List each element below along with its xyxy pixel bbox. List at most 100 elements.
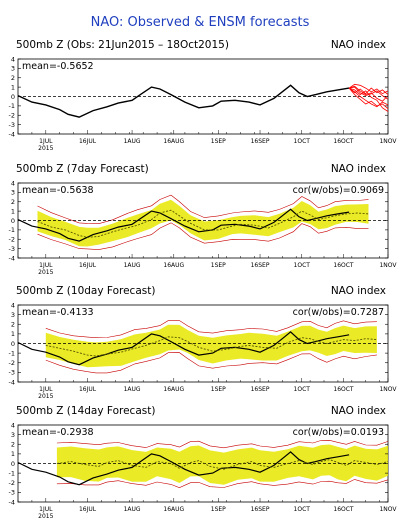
panel-1-member-5	[348, 87, 389, 95]
panel-4-ytick-label: -3	[9, 489, 15, 497]
panel-1-member-7	[349, 86, 389, 100]
panel-2-right-label: NAO index	[331, 163, 386, 175]
panel-2-ytick-label: 4	[11, 179, 15, 187]
panel-4-xtick-label: 1JUL	[39, 506, 53, 513]
panel-2-ytick-label: -2	[9, 236, 15, 244]
panel-1-member-3	[348, 83, 389, 95]
panel-1-mean-text: mean=-0.5652	[22, 61, 94, 72]
panel-1-xtick-label: 1SEP	[211, 138, 226, 145]
panel-3-xtick-label: 16SEP	[251, 386, 270, 393]
panel-1-ytick-label: 4	[11, 55, 15, 63]
panel-2-xtick-label: 1NOV	[379, 262, 397, 269]
panel-4-ytick-label: -2	[9, 479, 15, 487]
panel-4-ytick-label: 2	[11, 441, 15, 449]
panel-3-year-label: 2015	[38, 393, 53, 400]
panel-1-ytick-label: 1	[11, 83, 15, 91]
panel-4-observed-line	[17, 451, 350, 486]
panel-4-ytick-label: 0	[11, 460, 15, 468]
panel-3-member-envelope-upper	[45, 320, 377, 339]
panel-2-ytick-label: -1	[9, 226, 15, 234]
panel-4-xtick-label: 1NOV	[379, 506, 397, 513]
panel-3-xtick-label: 1NOV	[379, 386, 397, 393]
panel-4-member-envelope-lower	[56, 479, 389, 489]
panel-2-xtick-label: 16AUG	[163, 262, 184, 269]
panel-4-xtick-label: 1OCT	[294, 506, 311, 513]
panel-3-cor-text: cor(w/obs)=0.7287	[293, 307, 384, 318]
panel-3-xtick-label: 1AUG	[124, 386, 141, 393]
panel-4-ytick-label: -1	[9, 469, 15, 477]
panel-2-ytick-label: 2	[11, 198, 15, 206]
panel-2-xtick-label: 1JUL	[39, 262, 53, 269]
panel-3-ytick-label: -2	[9, 359, 15, 367]
panel-4-xtick-label: 16AUG	[163, 506, 184, 513]
panel-2-xtick-label: 1OCT	[294, 262, 311, 269]
panel-3-forecast-mean-line	[45, 336, 377, 357]
panel-2-observed-line	[17, 208, 350, 242]
panels-group: 500mb Z (Obs: 21Jun2015 – 18Oct2015) NAO …	[9, 39, 398, 520]
panel-1-ytick-label: -4	[9, 130, 15, 138]
panel-1-ytick-label: 2	[11, 74, 15, 82]
panel-2-ytick-label: -4	[9, 254, 15, 262]
panel-1-ytick-label: 3	[11, 65, 15, 73]
panel-3-ytick-label: -3	[9, 369, 15, 377]
panel-2-mean-text: mean=-0.5638	[22, 185, 94, 196]
panel-1-xtick-label: 1NOV	[379, 138, 397, 145]
panel-4-xtick-label: 16OCT	[333, 506, 354, 513]
panel-3-ytick-label: 4	[11, 301, 15, 309]
panel-2-xtick-label: 1AUG	[124, 262, 141, 269]
panel-4-member-envelope-upper	[56, 439, 389, 449]
panel-3-mean-text: mean=-0.4133	[22, 307, 94, 318]
panel-1-xtick-label: 16AUG	[163, 138, 184, 145]
panel-4-year-label: 2015	[38, 513, 53, 520]
panel-3-ytick-label: 0	[11, 340, 15, 348]
panel-2-ytick-label: -3	[9, 245, 15, 253]
panel-4-right-label: NAO index	[331, 405, 386, 417]
panel-1: 500mb Z (Obs: 21Jun2015 – 18Oct2015) NAO …	[9, 39, 398, 152]
panel-2-title: 500mb Z (7day Forecast)	[16, 163, 149, 175]
panel-1-ytick-label: -1	[9, 102, 15, 110]
panel-3-member-envelope-lower	[45, 352, 377, 374]
panel-2-cor-text: cor(w/obs)=0.9069	[293, 185, 384, 196]
panel-2-xtick-label: 1SEP	[211, 262, 226, 269]
panel-2-member-envelope-lower	[37, 222, 369, 250]
panel-4-spread-band	[56, 444, 389, 485]
panel-3-ytick-label: 3	[11, 311, 15, 319]
panel-3-ytick-label: -1	[9, 349, 15, 357]
panel-3-xtick-label: 1JUL	[39, 386, 53, 393]
panel-1-title: 500mb Z (Obs: 21Jun2015 – 18Oct2015)	[16, 39, 229, 51]
panel-1-member-6	[348, 87, 389, 110]
panel-1-ytick-label: 0	[11, 93, 15, 101]
panel-3-observed-line	[17, 331, 350, 366]
panel-3-title: 500mb Z (10day Forecast)	[16, 285, 155, 297]
panel-3: 500mb Z (10day Forecast) NAO index mean=-0…	[9, 285, 398, 400]
panel-4-ytick-label: 4	[11, 421, 15, 429]
panel-4-xtick-label: 1AUG	[124, 506, 141, 513]
panel-2-forecast-mean-line	[37, 209, 369, 238]
panel-4-cor-text: cor(w/obs)=0.0193	[293, 427, 384, 438]
panel-1-xtick-label: 1AUG	[124, 138, 141, 145]
panel-1-ytick-label: -3	[9, 121, 15, 129]
panel-2-year-label: 2015	[38, 269, 53, 276]
panel-2-ytick-label: 1	[11, 207, 15, 215]
panel-4-ytick-label: 1	[11, 450, 15, 458]
panel-2-ytick-label: 0	[11, 217, 15, 225]
panel-2-member-envelope-upper	[37, 194, 369, 225]
panel-1-xtick-label: 1JUL	[39, 138, 53, 145]
panel-3-xtick-label: 16JUL	[79, 386, 97, 393]
panel-1-ytick-label: -2	[9, 112, 15, 120]
panel-1-xtick-label: 16OCT	[333, 138, 354, 145]
panel-4-ytick-label: 3	[11, 431, 15, 439]
panel-2-xtick-label: 16JUL	[79, 262, 97, 269]
panel-1-year-label: 2015	[38, 145, 53, 152]
panel-4-xtick-label: 16SEP	[251, 506, 270, 513]
panel-4-mean-text: mean=-0.2938	[22, 427, 94, 438]
panel-2-ytick-label: 3	[11, 189, 15, 197]
panel-4-title: 500mb Z (14day Forecast)	[16, 405, 155, 417]
panel-1-xtick-label: 1OCT	[294, 138, 311, 145]
panel-3-xtick-label: 16OCT	[333, 386, 354, 393]
panel-4-xtick-label: 1SEP	[211, 506, 226, 513]
panel-2-xtick-label: 16SEP	[251, 262, 270, 269]
panel-4-ytick-label: -4	[9, 498, 15, 506]
panel-1-member-4	[348, 87, 389, 112]
